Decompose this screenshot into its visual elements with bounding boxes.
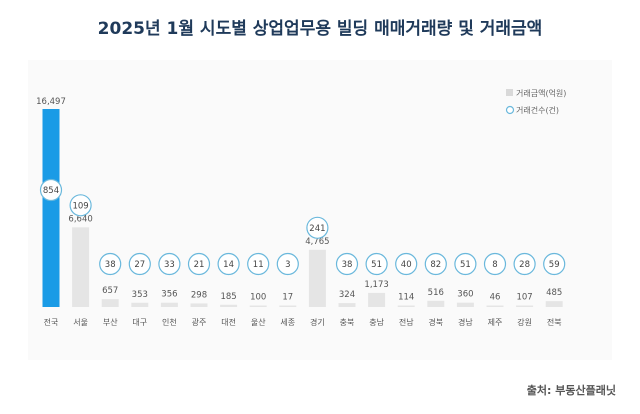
category-label: 경남 — [458, 317, 473, 327]
bar-13 — [427, 300, 445, 307]
category-label: 인천 — [162, 317, 177, 327]
source-note: 출처: 부동산플래닛 — [526, 384, 616, 397]
category-label: 대구 — [132, 318, 147, 327]
bar-3 — [131, 302, 149, 307]
count-label: 27 — [134, 260, 145, 270]
value-label: 6,640 — [68, 214, 92, 224]
count-label: 109 — [72, 201, 88, 211]
count-label: 51 — [460, 260, 471, 270]
count-marker — [335, 252, 359, 276]
category-label: 경기 — [310, 317, 325, 327]
chart-title: 2025년 1월 시도별 상업업무용 빌딩 매매거래량 및 거래금액 — [97, 19, 543, 39]
value-label: 298 — [191, 290, 207, 300]
legend-amount-swatch — [506, 89, 513, 96]
count-marker — [306, 216, 329, 239]
bar-16 — [516, 305, 534, 307]
count-marker — [395, 252, 418, 276]
count-marker — [483, 252, 507, 276]
count-label: 40 — [401, 260, 412, 270]
count-label: 33 — [164, 260, 175, 270]
count-marker — [454, 252, 477, 276]
bar-0 — [42, 109, 60, 307]
count-marker — [128, 252, 151, 276]
category-label: 전북 — [547, 317, 562, 327]
count-label: 28 — [519, 260, 530, 270]
value-label: 16,497 — [36, 97, 66, 107]
bar-10 — [338, 303, 356, 307]
count-label: 11 — [253, 260, 264, 270]
bar-5 — [190, 303, 208, 307]
category-label: 경북 — [428, 317, 443, 327]
bar-4 — [160, 302, 178, 307]
category-label: 울산 — [251, 317, 266, 327]
count-marker — [99, 252, 122, 276]
value-label: 516 — [428, 288, 444, 298]
value-label: 657 — [102, 286, 118, 296]
value-label: 353 — [132, 290, 148, 300]
bar-11 — [368, 292, 386, 307]
count-marker — [424, 252, 447, 276]
category-label: 전국 — [44, 317, 59, 327]
value-label: 46 — [490, 293, 501, 303]
value-label: 1,173 — [364, 280, 388, 290]
count-marker — [543, 252, 566, 276]
value-label: 324 — [339, 290, 355, 300]
count-marker — [158, 252, 181, 276]
legend-count-label: 거래건수(건) — [516, 105, 559, 115]
count-label: 3 — [285, 260, 290, 270]
category-label: 전남 — [399, 317, 414, 327]
legend-amount-label: 거래금액(억원) — [516, 88, 566, 98]
bar-15 — [486, 305, 504, 307]
bar-9 — [308, 249, 326, 307]
chart-panel — [28, 60, 612, 360]
value-label: 485 — [546, 288, 562, 298]
bar-14 — [456, 302, 474, 307]
count-label: 14 — [223, 260, 234, 270]
value-label: 17 — [282, 293, 293, 303]
legend-count-swatch — [505, 105, 515, 115]
bar-8 — [279, 305, 297, 307]
count-marker — [365, 252, 388, 276]
category-label: 충남 — [369, 318, 384, 327]
count-label: 21 — [194, 260, 205, 270]
category-label: 부산 — [103, 317, 118, 327]
value-label: 107 — [516, 293, 532, 303]
value-label: 4,765 — [305, 237, 329, 247]
value-label: 114 — [398, 293, 414, 303]
count-label: 854 — [43, 186, 59, 196]
value-label: 356 — [161, 290, 177, 300]
bar-6 — [220, 304, 238, 307]
count-label: 38 — [342, 260, 353, 270]
count-label: 51 — [371, 260, 382, 270]
count-marker — [276, 252, 299, 276]
category-label: 강원 — [517, 317, 532, 327]
category-label: 세종 — [280, 318, 295, 327]
count-marker — [69, 194, 92, 217]
count-marker — [513, 252, 536, 276]
value-label: 185 — [220, 292, 236, 302]
bar-7 — [249, 305, 267, 307]
category-label: 제주 — [488, 318, 503, 327]
count-marker — [39, 178, 63, 202]
count-marker — [247, 252, 270, 276]
bar-1 — [72, 227, 90, 307]
count-label: 8 — [492, 260, 497, 270]
category-label: 충북 — [340, 318, 355, 327]
bar-12 — [397, 305, 415, 307]
count-label: 82 — [430, 260, 441, 270]
count-marker — [187, 252, 211, 276]
value-label: 100 — [250, 293, 266, 303]
count-label: 59 — [549, 260, 560, 270]
count-label: 241 — [309, 224, 325, 234]
count-marker — [217, 252, 240, 276]
count-label: 38 — [105, 260, 116, 270]
category-label: 서울 — [73, 318, 88, 327]
category-label: 광주 — [192, 317, 207, 327]
category-label: 대전 — [221, 317, 236, 327]
bar-17 — [545, 301, 563, 307]
value-label: 360 — [457, 290, 473, 300]
bar-2 — [101, 299, 119, 307]
